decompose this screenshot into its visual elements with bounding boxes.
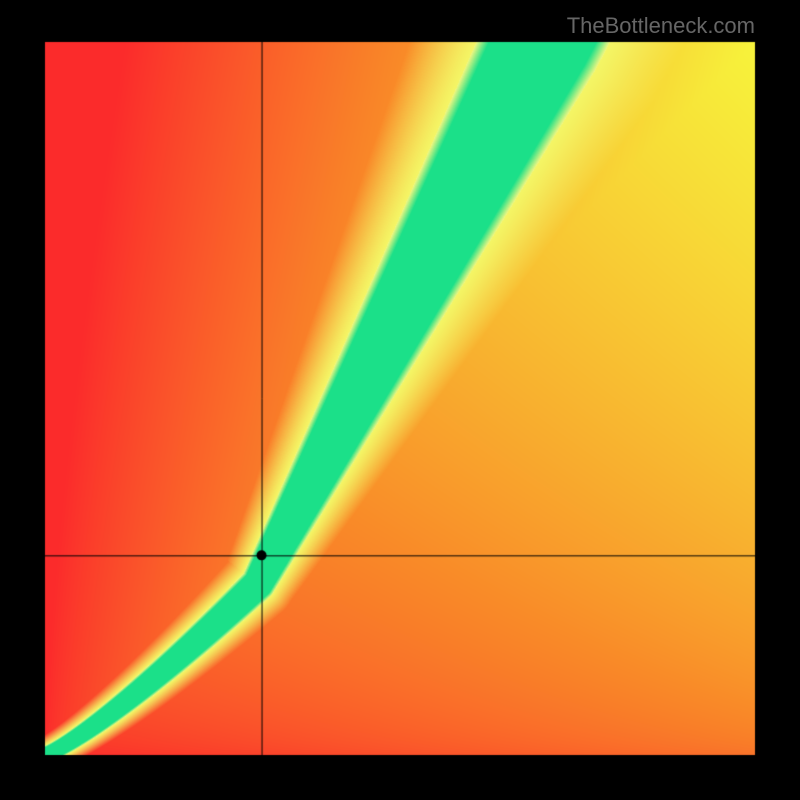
heatmap-canvas bbox=[0, 0, 800, 800]
watermark-text: TheBottleneck.com bbox=[567, 13, 755, 39]
